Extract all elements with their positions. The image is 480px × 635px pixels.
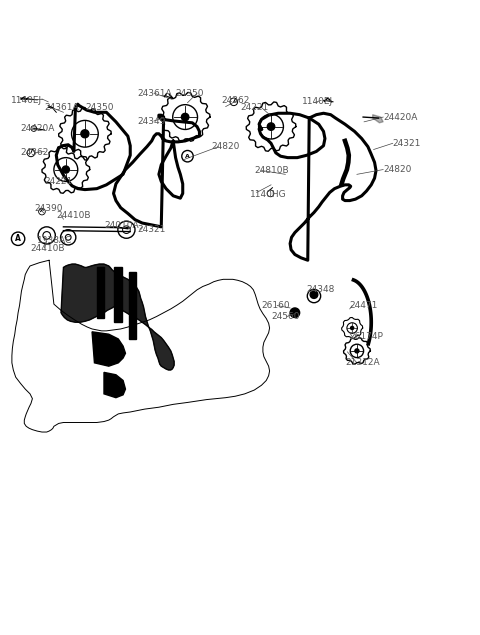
Text: 24362: 24362 [221, 96, 249, 105]
Circle shape [62, 166, 70, 173]
Text: 24349: 24349 [137, 117, 166, 126]
Text: 24820: 24820 [383, 165, 411, 174]
Text: 1140HG: 1140HG [250, 190, 286, 199]
Text: 1140EJ: 1140EJ [302, 97, 333, 106]
Polygon shape [104, 372, 125, 398]
Text: 1338AC: 1338AC [37, 236, 72, 244]
Circle shape [310, 291, 318, 298]
Polygon shape [92, 332, 125, 366]
Polygon shape [97, 267, 104, 318]
Text: 21312A: 21312A [345, 358, 380, 367]
Text: 24810B: 24810B [254, 166, 289, 175]
Text: 26174P: 26174P [350, 332, 384, 341]
Text: 24361A: 24361A [137, 89, 172, 98]
Circle shape [290, 308, 300, 318]
Polygon shape [61, 264, 174, 370]
Text: 24390: 24390 [35, 204, 63, 213]
Text: 24820: 24820 [211, 142, 240, 151]
Text: 24361A: 24361A [44, 103, 79, 112]
Polygon shape [129, 272, 136, 339]
Text: 24321: 24321 [137, 225, 166, 234]
Text: 24420A: 24420A [383, 112, 418, 121]
Text: 24362: 24362 [21, 149, 49, 157]
Text: 24348: 24348 [307, 285, 335, 294]
Text: 24471: 24471 [350, 301, 378, 310]
Text: 24221: 24221 [44, 177, 72, 186]
Text: 24010A: 24010A [104, 222, 139, 231]
Text: 24350: 24350 [85, 103, 113, 112]
Circle shape [355, 349, 359, 353]
Circle shape [350, 326, 354, 330]
Text: 26160: 26160 [262, 301, 290, 310]
Text: 24410B: 24410B [30, 244, 64, 253]
Text: 24410B: 24410B [56, 211, 91, 220]
Text: 24420A: 24420A [21, 124, 55, 133]
Text: A: A [185, 154, 190, 159]
Circle shape [267, 123, 275, 130]
Text: A: A [15, 234, 21, 243]
Polygon shape [372, 115, 383, 123]
Text: 24321: 24321 [393, 139, 421, 148]
Circle shape [81, 130, 89, 138]
Text: 24350: 24350 [176, 89, 204, 98]
Text: 24560: 24560 [271, 312, 300, 321]
Circle shape [181, 113, 189, 121]
Text: 24221: 24221 [240, 103, 268, 112]
Polygon shape [114, 267, 121, 323]
Text: 1140EJ: 1140EJ [11, 96, 42, 105]
